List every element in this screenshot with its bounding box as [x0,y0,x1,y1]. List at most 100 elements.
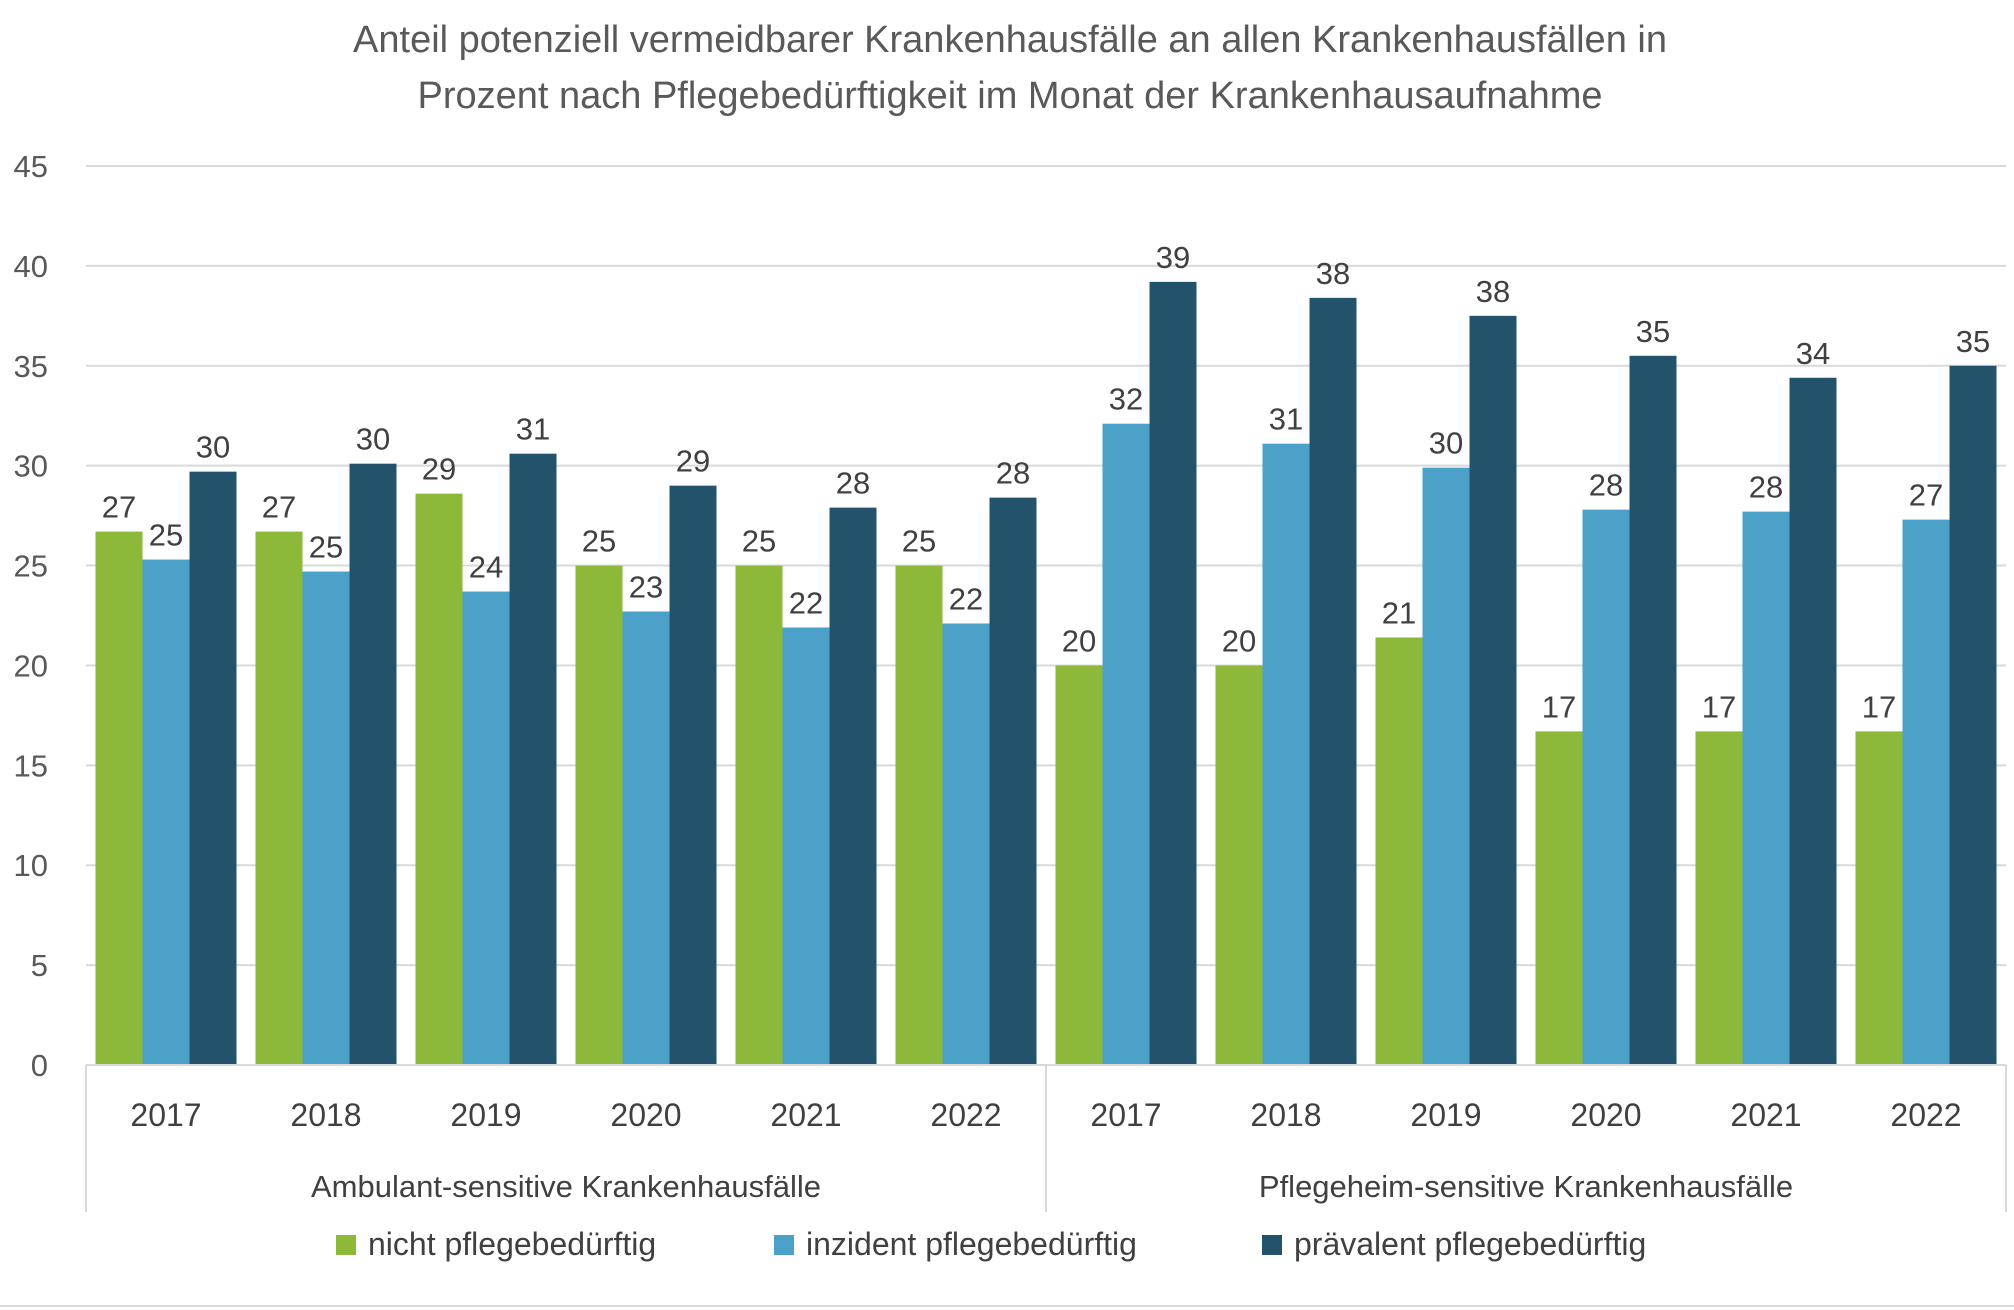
chart-title: Anteil potenziell vermeidbarer Krankenha… [353,19,1667,117]
x-tick-label: 2019 [1410,1097,1481,1133]
y-tick-label: 15 [14,748,48,783]
y-tick-label: 35 [14,349,48,384]
data-label: 25 [149,518,183,553]
bar [1375,637,1423,1065]
bars [95,281,1997,1066]
data-label: 25 [902,524,936,559]
y-tick-label: 45 [14,149,48,184]
data-label: 21 [1382,595,1416,630]
gridlines [86,165,2006,967]
legend-label: nicht pflegebedürftig [368,1226,656,1262]
x-group-label: Ambulant-sensitive Krankenhausfälle [311,1169,821,1204]
bar [1422,467,1470,1066]
x-tick-label: 2021 [1730,1097,1801,1133]
data-label: 20 [1062,623,1096,658]
y-tick-label: 0 [31,1048,48,1083]
bar [989,497,1037,1065]
bar [782,627,830,1065]
x-tick-label: 2019 [450,1097,521,1133]
bar [1789,377,1837,1066]
data-label: 28 [1589,468,1623,503]
x-tick-label: 2022 [930,1097,1001,1133]
bar [1469,315,1517,1065]
x-group-label: Pflegeheim-sensitive Krankenhausfälle [1259,1169,1793,1204]
bar [142,559,190,1065]
x-tick-label: 2018 [290,1097,361,1133]
legend-swatch [774,1235,794,1255]
bar [942,623,990,1065]
legend-swatch [1262,1235,1282,1255]
data-label: 25 [309,530,343,565]
bar [1055,665,1103,1065]
data-label: 29 [676,444,710,479]
bar [1629,355,1677,1065]
bar [735,565,783,1065]
data-label: 28 [1749,470,1783,505]
data-label: 32 [1109,382,1143,417]
bar [1535,731,1583,1065]
data-label: 38 [1316,256,1350,291]
data-label: 34 [1796,336,1830,371]
bar [1949,365,1997,1065]
chart-title-line-1: Anteil potenziell vermeidbarer Krankenha… [353,19,1667,61]
data-label: 30 [196,430,230,465]
data-label: 25 [582,524,616,559]
data-label: 27 [1909,478,1943,513]
bar [415,493,463,1065]
x-tick-label: 2020 [610,1097,681,1133]
data-label: 30 [1429,426,1463,461]
data-label: 25 [742,524,776,559]
data-label: 28 [836,466,870,501]
data-label: 30 [356,422,390,457]
data-label: 31 [1269,402,1303,437]
bar [1855,731,1903,1065]
y-tick-label: 5 [31,948,48,983]
bar [895,565,943,1065]
x-tick-label: 2017 [1090,1097,1161,1133]
x-axis: 2017 2018 2019 2020 2021 2022 Ambulant-sensiti… [85,1064,2007,1212]
bar [462,591,510,1065]
bar [349,463,397,1065]
x-tick-label: 2020 [1570,1097,1641,1133]
data-label: 35 [1636,314,1670,349]
legend: nicht pflegebedürftig inzident pflegebedü… [0,1226,2014,1307]
x-tick-label: 2018 [1250,1097,1321,1133]
bar [1742,511,1790,1065]
legend-swatch [336,1235,356,1255]
y-tick-label: 40 [14,249,48,284]
bar [1262,443,1310,1065]
data-label: 27 [262,490,296,525]
data-label: 29 [422,452,456,487]
data-label: 20 [1222,623,1256,658]
bar [1149,281,1197,1066]
bar [575,565,623,1065]
y-tick-label: 30 [14,449,48,484]
x-tick-label: 2022 [1890,1097,1961,1133]
data-labels: 27 25 30 27 25 30 29 24 31 25 23 29 25 22 28 25 22 28 20 32… [102,240,1990,724]
bar [189,471,237,1065]
chart-title-line-2: Prozent nach Pflegebedürftigkeit im Mona… [417,75,1602,117]
bar [1309,297,1357,1065]
data-label: 17 [1542,689,1576,724]
legend-label: inzident pflegebedürftig [806,1226,1137,1262]
data-label: 35 [1956,324,1990,359]
bar [1695,731,1743,1065]
bar [829,507,877,1065]
bar [95,531,143,1065]
data-label: 27 [102,490,136,525]
legend-label: prävalent pflegebedürftig [1294,1226,1646,1262]
bar [1215,665,1263,1065]
y-tick-label: 25 [14,549,48,584]
data-label: 23 [629,570,663,605]
data-label: 38 [1476,274,1510,309]
y-axis-ticks: 0 5 10 15 20 25 30 35 40 45 [14,149,48,1083]
bar [622,611,670,1065]
data-label: 17 [1702,689,1736,724]
y-tick-label: 10 [14,848,48,883]
bar [302,571,350,1065]
bar [669,485,717,1066]
data-label: 24 [469,550,503,585]
x-tick-label: 2021 [770,1097,841,1133]
bar [1582,509,1630,1065]
